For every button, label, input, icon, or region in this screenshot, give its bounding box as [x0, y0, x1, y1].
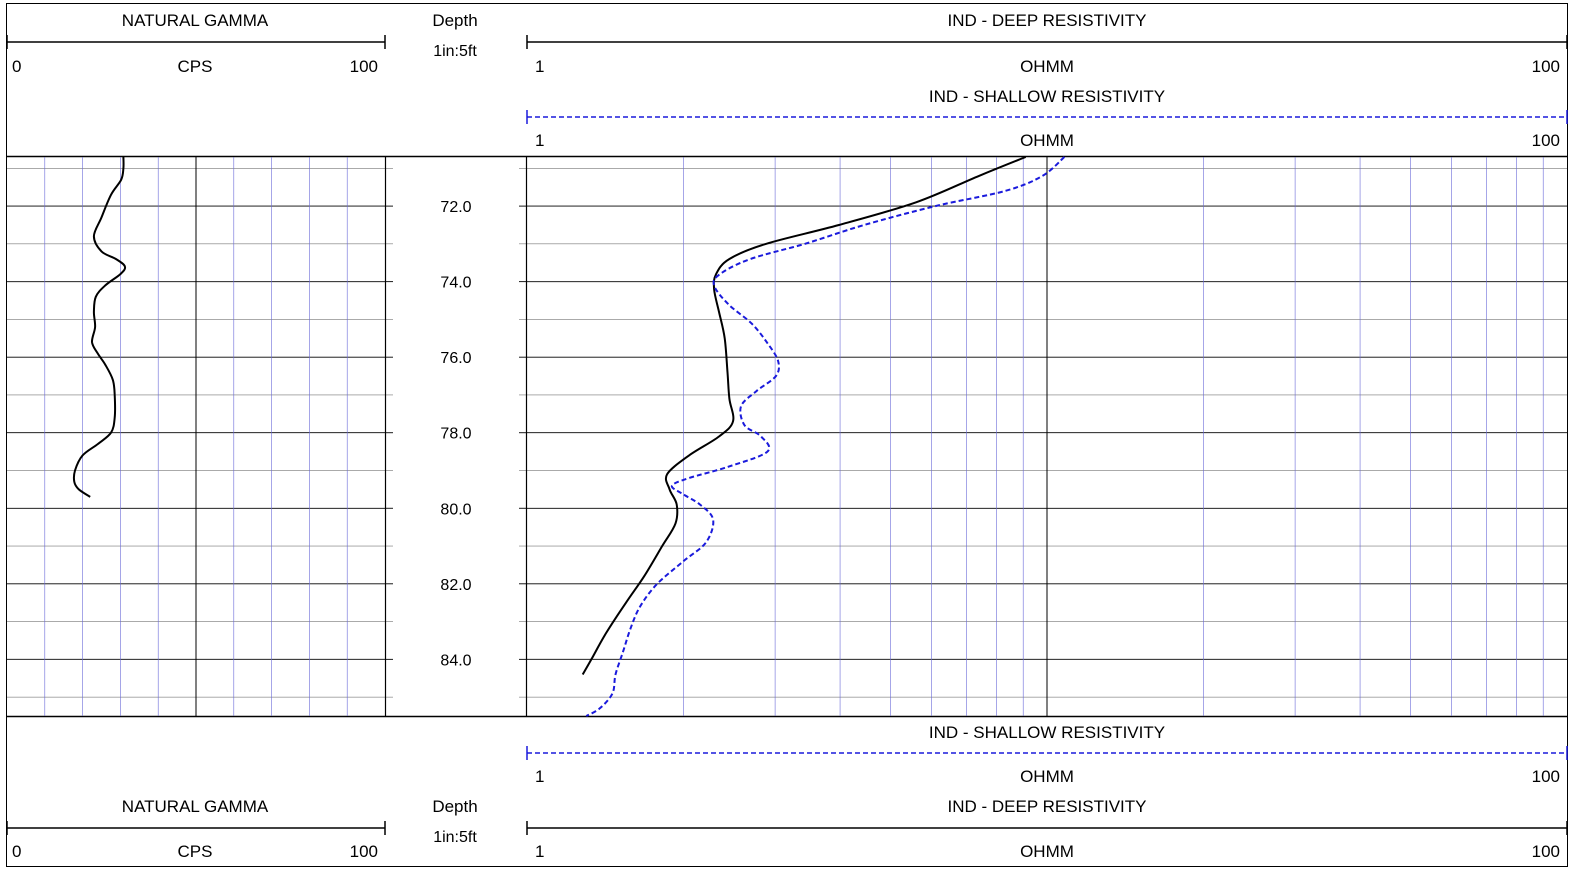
- shallow-title: IND - SHALLOW RESISTIVITY: [929, 87, 1165, 106]
- depth-label: 78.0: [440, 426, 471, 443]
- shallow-unit-label: OHMM: [1020, 131, 1074, 150]
- footer-gamma-title: NATURAL GAMMA: [122, 797, 269, 816]
- deep-unit-label: OHMM: [1020, 57, 1074, 76]
- outer-frame: [6, 3, 1568, 867]
- depth-scale-label: 1in:5ft: [433, 43, 477, 60]
- shallow-resistivity-curve: [585, 156, 1066, 717]
- footer-depth-title: Depth: [432, 797, 477, 816]
- depth-track-ticks: [385, 168, 527, 698]
- resistivity-track-grid: [527, 157, 1567, 716]
- gamma-curve: [72, 156, 127, 498]
- footer-shallow-max-label: 100: [1532, 767, 1560, 786]
- gamma-unit-label: CPS: [178, 57, 213, 76]
- depth-title: Depth: [432, 11, 477, 30]
- footer-deep-unit-label: OHMM: [1020, 842, 1074, 861]
- depth-label: 72.0: [440, 199, 471, 216]
- footer-deep-min-label: 1: [535, 842, 544, 861]
- footer-shallow-title: IND - SHALLOW RESISTIVITY: [929, 723, 1165, 742]
- gamma-track-grid: [7, 157, 385, 716]
- gamma-title: NATURAL GAMMA: [122, 11, 269, 30]
- footer-shallow-min-label: 1: [535, 767, 544, 786]
- gamma-min-label: 0: [12, 57, 21, 76]
- depth-label: 80.0: [440, 501, 471, 518]
- shallow-min-label: 1: [535, 131, 544, 150]
- deep-resistivity-curve: [581, 156, 1027, 675]
- header: NATURAL GAMMA 0 CPS 100 Depth 1in:5ft IN…: [6, 11, 1568, 150]
- depth-label: 84.0: [440, 652, 471, 669]
- deep-min-label: 1: [535, 57, 544, 76]
- footer-shallow-unit-label: OHMM: [1020, 767, 1074, 786]
- shallow-max-label: 100: [1532, 131, 1560, 150]
- footer-gamma-unit-label: CPS: [178, 842, 213, 861]
- depth-label: 76.0: [440, 350, 471, 367]
- deep-title: IND - DEEP RESISTIVITY: [947, 11, 1146, 30]
- footer-depth-scale-label: 1in:5ft: [433, 829, 477, 846]
- deep-max-label: 100: [1532, 57, 1560, 76]
- depth-label: 74.0: [440, 275, 471, 292]
- footer-gamma-min-label: 0: [12, 842, 21, 861]
- gamma-max-label: 100: [350, 57, 378, 76]
- depth-labels: 72.0 74.0 76.0 78.0 80.0 82.0 84.0: [440, 199, 471, 669]
- depth-label: 82.0: [440, 577, 471, 594]
- footer-deep-title: IND - DEEP RESISTIVITY: [947, 797, 1146, 816]
- footer: IND - SHALLOW RESISTIVITY 1 OHMM 100 NAT…: [6, 723, 1568, 861]
- footer-gamma-max-label: 100: [350, 842, 378, 861]
- footer-deep-max-label: 100: [1532, 842, 1560, 861]
- log-curves: [72, 156, 1066, 717]
